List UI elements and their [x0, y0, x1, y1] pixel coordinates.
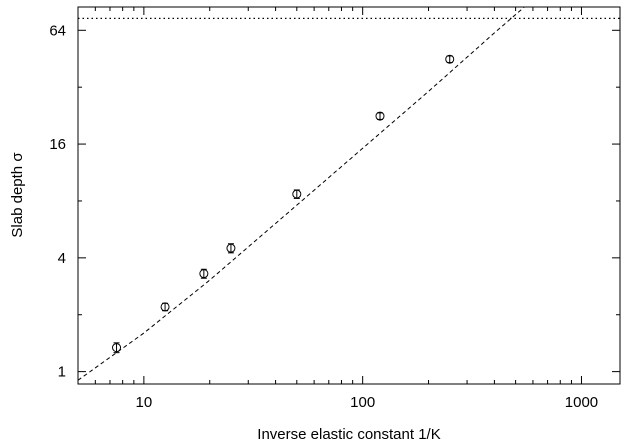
- x-tick-label: 100: [350, 394, 375, 411]
- plot-frame: [77, 6, 621, 385]
- y-tick-label: 1: [58, 364, 66, 381]
- dashed-fit-line: [78, 7, 526, 381]
- x-axis-label: Inverse elastic constant 1/K: [257, 426, 440, 443]
- data-point: [445, 54, 455, 64]
- data-point-marker: [445, 54, 455, 64]
- x-axis: 10 100 1000: [77, 7, 598, 411]
- plot-area: [78, 7, 620, 381]
- y-tick-label: 64: [49, 22, 66, 39]
- data-point: [112, 342, 122, 354]
- data-point-marker: [199, 269, 209, 279]
- data-point-marker: [160, 302, 170, 312]
- data-point: [375, 111, 385, 121]
- x-tick-label: 10: [136, 394, 153, 411]
- data-point: [226, 243, 236, 254]
- data-point: [160, 302, 170, 312]
- y-axis: 1 4 16 64: [49, 22, 620, 381]
- data-point-marker: [292, 189, 302, 199]
- fit-line-group: [78, 7, 526, 381]
- data-point-marker: [226, 243, 236, 253]
- y-tick-label: 4: [58, 250, 66, 267]
- data-point-marker: [375, 111, 385, 121]
- data-point: [199, 268, 209, 279]
- y-tick-label: 16: [49, 136, 66, 153]
- data-point: [292, 189, 302, 199]
- y-axis-label: Slab depth σ: [9, 152, 26, 238]
- data-point-marker: [112, 343, 122, 353]
- data-points: [112, 54, 455, 354]
- x-tick-label: 1000: [565, 394, 598, 411]
